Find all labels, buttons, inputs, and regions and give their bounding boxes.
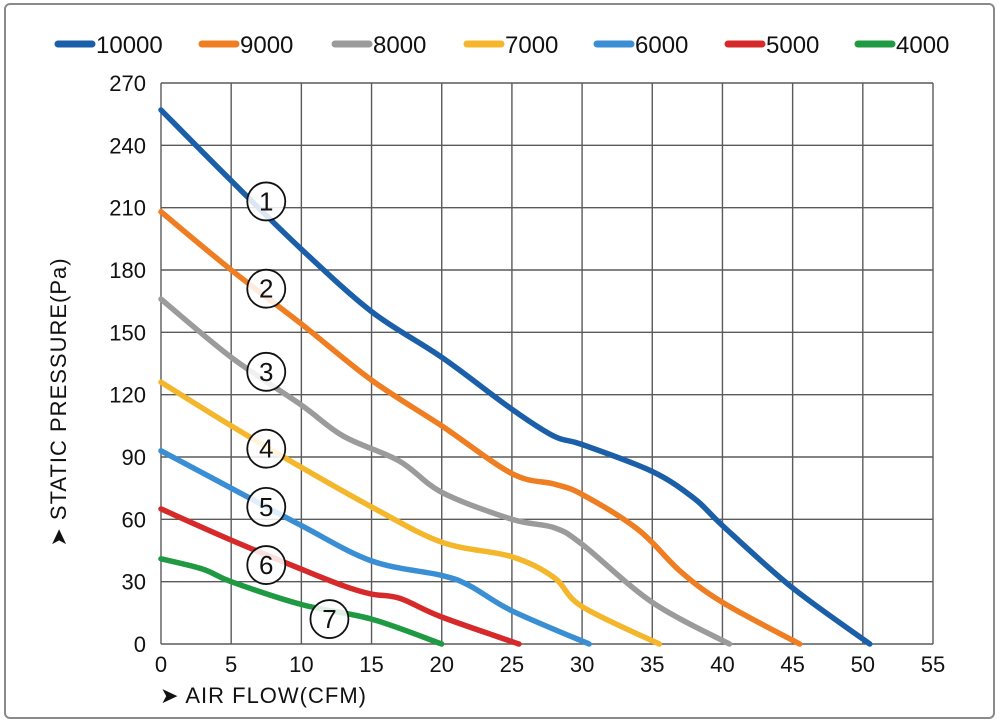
y-tick-label: 240: [109, 133, 146, 158]
legend-label: 4000: [896, 32, 949, 59]
series-line-5000: [158, 506, 522, 647]
y-tick-label: 210: [109, 196, 146, 221]
curve-markers: 1 2 3 4 5 6 7: [246, 181, 350, 639]
curve-marker-7: 7: [309, 599, 350, 639]
x-axis-title-text: AIR FLOW(CFM): [185, 683, 367, 708]
series-lines: [158, 107, 873, 647]
y-tick-label: 0: [134, 632, 146, 657]
curve-marker-number: 2: [259, 274, 273, 304]
x-tick-label: 40: [710, 652, 734, 677]
y-tick-label: 60: [122, 507, 146, 532]
legend-item-10000: 10000: [54, 32, 163, 59]
y-tick-label: 30: [122, 570, 146, 595]
legend-label: 9000: [240, 32, 293, 59]
curve-marker-2: 2: [246, 268, 287, 309]
x-axis-arrow: ➤: [160, 683, 185, 708]
x-tick-label: 5: [225, 652, 237, 677]
curve-marker-circle: [309, 599, 350, 639]
series-line-8000: [158, 296, 733, 647]
x-tick-label: 15: [359, 652, 383, 677]
y-tick-label: 270: [109, 71, 146, 96]
curve-marker-number: 3: [259, 357, 273, 387]
y-axis-title-text: STATIC PRESSURE(Pa): [46, 257, 71, 520]
legend-item-6000: 6000: [593, 32, 688, 59]
legend-label: 5000: [766, 32, 819, 59]
curve-marker-4: 4: [246, 428, 287, 469]
legend-item-5000: 5000: [724, 32, 819, 59]
legend-label: 10000: [96, 32, 163, 59]
y-tick-label: 180: [109, 258, 146, 283]
curve-marker-circle: [246, 351, 287, 392]
curve-marker-circle: [246, 486, 287, 527]
x-tick-label: 30: [570, 652, 594, 677]
legend-item-7000: 7000: [463, 32, 558, 59]
series-line-7000: [158, 379, 663, 647]
curve-marker-1: 1: [246, 181, 287, 222]
curve-marker-number: 4: [259, 434, 273, 464]
curve-marker-number: 1: [259, 186, 273, 216]
x-axis-title: ➤ AIR FLOW(CFM): [160, 683, 367, 708]
y-tick-label: 90: [122, 445, 146, 470]
curve-marker-number: 7: [322, 604, 336, 634]
series-line-6000: [158, 448, 592, 647]
curve-marker-circle: [246, 428, 287, 469]
grid: [160, 82, 934, 645]
y-tick-label: 120: [109, 383, 146, 408]
y-axis-arrow: ➤: [46, 520, 71, 547]
x-tick-label: 10: [289, 652, 313, 677]
legend-item-8000: 8000: [331, 32, 426, 59]
curve-marker-circle: [246, 268, 287, 309]
curve-marker-5: 5: [246, 486, 287, 527]
legend-label: 8000: [373, 32, 426, 59]
x-tick-label: 35: [640, 652, 664, 677]
x-tick-label: 50: [851, 652, 875, 677]
curve-marker-circle: [246, 545, 287, 585]
series-line-9000: [158, 209, 803, 647]
x-tick-label: 45: [780, 652, 804, 677]
series-line-4000: [158, 556, 445, 647]
legend-item-9000: 9000: [198, 32, 293, 59]
curve-marker-number: 6: [259, 550, 273, 580]
curve-marker-number: 5: [259, 492, 273, 522]
legend-item-4000: 4000: [854, 32, 949, 59]
x-tick-label: 0: [155, 652, 167, 677]
y-axis-title: ➤ STATIC PRESSURE(Pa): [46, 257, 71, 546]
x-tick-label: 20: [429, 652, 453, 677]
curve-marker-6: 6: [246, 545, 287, 585]
x-tick-labels: 0 5 10 15 20 25 30 35 40 45 50 55: [155, 652, 945, 677]
legend-label: 7000: [505, 32, 558, 59]
series-line-10000: [158, 107, 873, 647]
x-tick-label: 55: [921, 652, 945, 677]
x-tick-label: 25: [500, 652, 524, 677]
legend-label: 6000: [635, 32, 688, 59]
y-tick-label: 150: [109, 320, 146, 345]
legend: 10000 9000 8000 7000 6000 5000 4000: [54, 32, 949, 59]
curve-marker-3: 3: [246, 351, 287, 392]
y-tick-labels: 0 30 60 90 120 150 180 210 240 270: [109, 71, 146, 657]
chart-frame: [4, 3, 995, 719]
curve-marker-circle: [246, 181, 287, 222]
